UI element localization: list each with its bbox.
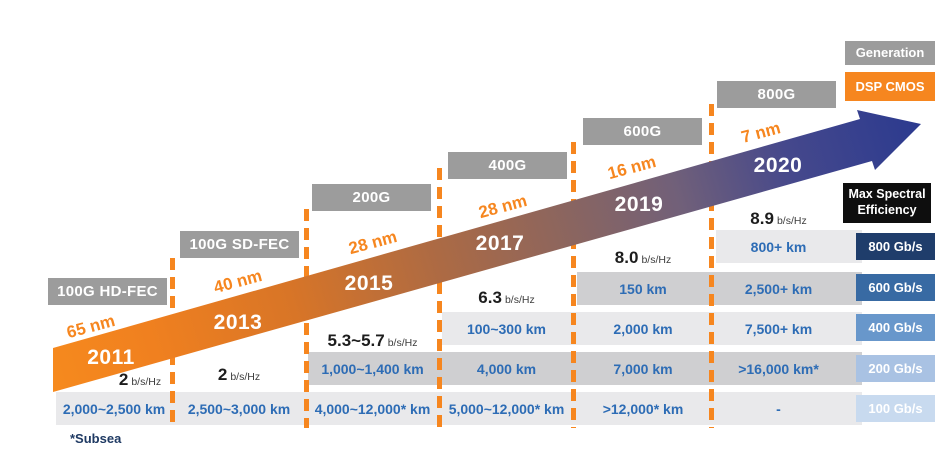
se-unit: b/s/Hz xyxy=(131,376,162,388)
spectral-efficiency-label: 6.3 b/s/Hz xyxy=(439,288,574,308)
row-strip-400g xyxy=(442,312,862,345)
legend-dsp-cmos-box: DSP CMOS xyxy=(845,72,935,101)
spectral-efficiency-label: 8.0 b/s/Hz xyxy=(574,248,712,268)
reach-cell: 800+ km xyxy=(750,239,807,255)
se-unit: b/s/Hz xyxy=(641,254,672,266)
year-label: 2019 xyxy=(614,193,664,216)
column-divider xyxy=(437,168,442,428)
reach-cell: 4,000~12,000* km xyxy=(314,401,431,417)
reach-cell: 7,500+ km xyxy=(744,321,813,337)
year-label: 2013 xyxy=(213,311,263,334)
reach-cell: 100~300 km xyxy=(466,321,547,337)
rate-legend-100g: 100 Gb/s xyxy=(856,395,935,422)
se-value: 2 xyxy=(118,370,129,389)
generation-box-800g: 800G xyxy=(717,81,836,108)
row-strip-600g xyxy=(577,272,862,305)
generation-box-400g: 400G xyxy=(448,152,567,179)
reach-cell: 4,000 km xyxy=(476,361,537,377)
rate-legend-600g: 600 Gb/s xyxy=(856,274,935,301)
reach-cell: 7,000 km xyxy=(613,361,673,377)
reach-cell: 1,000~1,400 km xyxy=(321,361,424,377)
reach-cell: 2,500+ km xyxy=(744,281,813,297)
legend-max-spectral-efficiency-box: Max Spectral Efficiency xyxy=(843,183,931,223)
rate-legend-800g: 800 Gb/s xyxy=(856,233,935,260)
reach-cell: 150 km xyxy=(619,281,667,297)
year-label: 2020 xyxy=(753,154,803,177)
spectral-efficiency-label: 5.3~5.7 b/s/Hz xyxy=(306,331,439,351)
generation-box-600g: 600G xyxy=(583,118,702,145)
se-unit: b/s/Hz xyxy=(230,371,261,383)
column-divider xyxy=(709,104,714,428)
row-strip-200g xyxy=(308,352,862,385)
se-unit: b/s/Hz xyxy=(504,294,535,306)
generation-box-200g: 200G xyxy=(312,184,431,211)
reach-cell: 5,000~12,000* km xyxy=(448,401,565,417)
se-value: 2 xyxy=(217,365,228,384)
reach-cell: - xyxy=(776,401,781,417)
timeline-arrow xyxy=(53,110,921,392)
spectral-efficiency-label: 2 b/s/Hz xyxy=(172,365,306,385)
generation-box-100g-sdfec: 100G SD-FEC xyxy=(180,231,299,258)
se-value: 5.3~5.7 xyxy=(327,331,385,350)
rate-legend-200g: 200 Gb/s xyxy=(856,355,935,382)
column-divider xyxy=(571,142,576,428)
se-unit: b/s/Hz xyxy=(776,215,807,227)
year-label: 2011 xyxy=(87,346,135,369)
se-value: 6.3 xyxy=(478,288,502,307)
row-strip-100g xyxy=(56,392,862,425)
year-label: 2017 xyxy=(475,232,525,255)
se-value: 8.0 xyxy=(614,248,639,267)
rate-legend-400g: 400 Gb/s xyxy=(856,314,935,341)
se-value: 8.9 xyxy=(750,209,774,228)
reach-cell: >12,000* km xyxy=(602,401,684,417)
row-strip-800g xyxy=(716,230,862,263)
subsea-footnote: *Subsea xyxy=(70,431,122,446)
reach-cell: 2,000~2,500 km xyxy=(62,401,166,417)
reach-cell: 2,500~3,000 km xyxy=(187,401,291,417)
year-label: 2015 xyxy=(344,272,394,295)
spectral-efficiency-label: 2 b/s/Hz xyxy=(80,370,200,390)
se-unit: b/s/Hz xyxy=(387,337,418,349)
reach-cell: >16,000 km* xyxy=(738,361,819,377)
legend-generation-box: Generation xyxy=(845,41,935,65)
spectral-efficiency-label: 8.9 b/s/Hz xyxy=(712,209,845,229)
generation-box-100g-hdfec: 100G HD-FEC xyxy=(48,278,167,305)
reach-cell: 2,000 km xyxy=(613,321,673,337)
